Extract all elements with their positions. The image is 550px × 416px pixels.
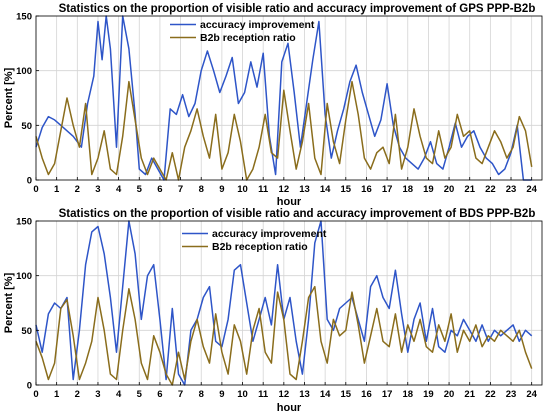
- x-tick-label: 2: [75, 389, 80, 400]
- x-tick-label: 4: [116, 389, 122, 400]
- y-axis-label: Percent [%]: [3, 67, 15, 128]
- x-tick-label: 5: [137, 184, 143, 195]
- x-tick-label: 24: [526, 184, 537, 195]
- x-axis-label: hour: [277, 196, 302, 208]
- y-tick-label: 0: [27, 176, 32, 187]
- x-tick-label: 4: [116, 184, 122, 195]
- x-tick-label: 23: [506, 389, 517, 400]
- x-tick-label: 11: [258, 184, 269, 195]
- legend-label: accuracy improvement: [200, 19, 315, 31]
- x-tick-label: 18: [402, 389, 413, 400]
- x-tick-label: 11: [258, 389, 269, 400]
- x-tick-label: 14: [320, 184, 331, 195]
- x-axis-label: hour: [277, 402, 302, 414]
- x-tick-label: 17: [382, 184, 393, 195]
- x-tick-label: 10: [237, 184, 248, 195]
- x-tick-label: 7: [178, 184, 183, 195]
- x-tick-label: 16: [361, 184, 372, 195]
- chart-panel-1: 0 1 2 3 4 5 6 7 8 9 10 11 12 13 14 15 16 17 18 19 20 21 22 23 24…: [3, 3, 543, 208]
- legend-label: accuracy improvement: [212, 228, 327, 240]
- x-tick-label: 20: [444, 389, 455, 400]
- x-tick-label: 19: [423, 184, 434, 195]
- y-tick-label: 100: [16, 271, 32, 282]
- x-tick-label: 21: [464, 389, 475, 400]
- x-tick-label: 21: [464, 184, 475, 195]
- x-tick-label: 6: [157, 389, 162, 400]
- x-tick-label: 19: [423, 389, 434, 400]
- x-tick-label: 12: [279, 389, 290, 400]
- series-line-b2b-reception-ratio: [35, 80, 533, 181]
- x-tick-label: 3: [95, 184, 100, 195]
- x-tick-label: 8: [199, 389, 204, 400]
- x-tick-label: 14: [320, 389, 331, 400]
- y-tick-label: 150: [16, 12, 32, 23]
- x-tick-label: 17: [382, 389, 393, 400]
- x-tick-label: 3: [95, 389, 100, 400]
- y-tick-label: 50: [21, 326, 32, 337]
- chart-title: Statistics on the proportion of visible …: [59, 3, 536, 15]
- x-tick-label: 20: [444, 184, 455, 195]
- y-tick-label: 100: [16, 66, 32, 77]
- x-tick-label: 13: [299, 184, 310, 195]
- x-tick-label: 10: [237, 389, 248, 400]
- legend-label: B2b reception ratio: [212, 241, 308, 253]
- x-tick-label: 22: [485, 184, 496, 195]
- x-tick-label: 0: [33, 184, 38, 195]
- series-line-b2b-reception-ratio: [35, 285, 533, 386]
- legend-label: B2b reception ratio: [200, 32, 296, 44]
- y-tick-label: 150: [16, 217, 32, 228]
- axes-frame: [35, 15, 543, 181]
- x-tick-label: 2: [75, 184, 80, 195]
- x-tick-label: 23: [506, 184, 517, 195]
- y-tick-label: 0: [27, 381, 32, 392]
- y-tick-label: 50: [21, 121, 32, 132]
- x-tick-label: 7: [178, 389, 183, 400]
- series-line-accuracy-improvement: [35, 15, 532, 181]
- x-tick-label: 13: [299, 389, 310, 400]
- x-tick-label: 1: [54, 184, 60, 195]
- chart-title: Statistics on the proportion of visible …: [59, 208, 536, 220]
- x-tick-label: 8: [199, 184, 204, 195]
- x-tick-label: 16: [361, 389, 372, 400]
- x-tick-label: 1: [54, 389, 60, 400]
- x-tick-label: 18: [402, 184, 413, 195]
- x-tick-label: 5: [137, 389, 143, 400]
- y-axis-label: Percent [%]: [3, 272, 15, 333]
- x-tick-label: 12: [279, 184, 290, 195]
- x-tick-label: 0: [33, 389, 38, 400]
- x-tick-label: 15: [341, 389, 352, 400]
- x-tick-label: 9: [219, 184, 224, 195]
- x-tick-label: 9: [219, 389, 224, 400]
- x-tick-label: 24: [526, 389, 537, 400]
- x-tick-label: 22: [485, 389, 496, 400]
- chart-panel-2: 0 1 2 3 4 5 6 7 8 9 10 11 12 13 14 15 16 17 18 19 20 21 22 23 24…: [3, 208, 543, 414]
- x-tick-label: 15: [341, 184, 352, 195]
- x-tick-label: 6: [157, 184, 162, 195]
- axes-frame: [35, 220, 543, 386]
